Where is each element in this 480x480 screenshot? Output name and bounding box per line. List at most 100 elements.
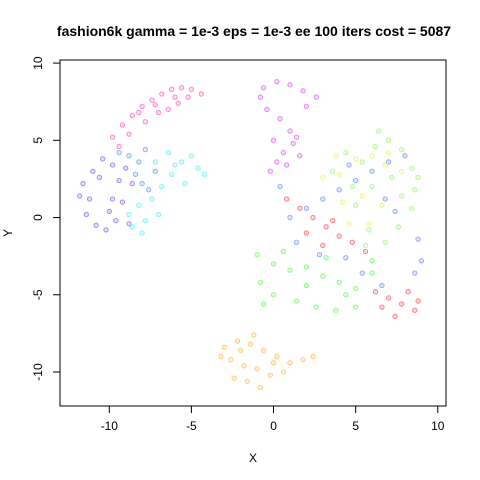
- data-point: [277, 184, 283, 190]
- y-axis: -10 -5 0 5 10: [31, 56, 60, 381]
- data-point: [418, 258, 425, 264]
- data-point: [303, 230, 310, 236]
- data-point: [139, 103, 145, 109]
- data-point: [90, 168, 96, 174]
- data-point: [415, 174, 421, 181]
- data-point: [270, 261, 277, 267]
- data-point: [142, 217, 149, 224]
- data-point: [362, 242, 369, 249]
- data-point: [175, 100, 181, 106]
- data-point: [300, 357, 306, 363]
- data-point: [300, 88, 306, 94]
- data-point: [408, 205, 415, 211]
- data-point: [274, 353, 280, 360]
- y-axis-label: Y: [1, 229, 15, 237]
- data-point: [287, 360, 293, 366]
- data-point: [372, 289, 379, 295]
- data-point: [385, 159, 392, 165]
- data-point: [399, 301, 405, 307]
- data-point: [116, 143, 122, 150]
- data-point: [412, 187, 418, 193]
- data-point: [336, 171, 342, 177]
- data-point: [244, 378, 250, 384]
- data-point: [146, 187, 152, 193]
- data-point: [379, 282, 385, 289]
- data-point: [119, 122, 126, 128]
- data-point: [165, 106, 172, 113]
- data-point: [155, 109, 162, 116]
- data-point: [320, 196, 326, 202]
- y-tick-label: 5: [31, 137, 45, 144]
- data-point: [349, 184, 356, 190]
- data-point: [139, 230, 145, 236]
- data-point: [77, 193, 83, 199]
- data-point: [251, 332, 257, 338]
- scatter-points: [77, 78, 425, 391]
- data-point: [303, 103, 310, 109]
- data-point: [80, 180, 86, 187]
- data-point: [267, 168, 273, 174]
- data-point: [399, 193, 405, 199]
- data-point: [310, 214, 316, 221]
- data-point: [323, 224, 329, 230]
- data-point: [231, 375, 237, 381]
- data-point: [129, 224, 135, 230]
- data-point: [320, 242, 326, 249]
- data-point: [254, 366, 260, 372]
- data-point: [310, 353, 316, 360]
- y-tick-label: -10: [31, 363, 45, 381]
- data-point: [136, 202, 142, 208]
- data-point: [353, 304, 359, 310]
- data-point: [172, 94, 178, 100]
- data-point: [303, 205, 310, 211]
- data-point: [159, 91, 165, 97]
- data-point: [313, 304, 319, 310]
- data-point: [109, 134, 116, 140]
- data-point: [343, 255, 349, 261]
- data-point: [152, 159, 158, 165]
- data-point: [188, 86, 195, 92]
- data-point: [109, 162, 116, 168]
- data-point: [385, 295, 392, 301]
- data-point: [353, 202, 359, 208]
- data-point: [198, 91, 204, 97]
- data-point: [247, 341, 254, 347]
- data-point: [346, 221, 352, 227]
- data-point: [103, 227, 109, 233]
- data-point: [385, 137, 392, 143]
- data-point: [132, 171, 139, 177]
- x-tick-label: 0: [270, 419, 277, 433]
- data-point: [412, 270, 418, 276]
- data-point: [277, 116, 283, 122]
- data-point: [408, 165, 415, 171]
- x-axis-label: X: [249, 451, 257, 465]
- data-point: [297, 153, 303, 159]
- chart-title: fashion6k gamma = 1e-3 eps = 1e-3 ee 100…: [57, 23, 451, 39]
- data-point: [399, 146, 405, 153]
- data-point: [353, 177, 359, 184]
- data-point: [169, 86, 175, 92]
- data-point: [254, 251, 260, 258]
- data-point: [261, 347, 267, 354]
- data-point: [172, 162, 178, 168]
- data-point: [349, 239, 356, 245]
- data-point: [336, 187, 342, 193]
- data-point: [274, 159, 280, 165]
- data-point: [126, 153, 132, 159]
- data-point: [142, 146, 149, 153]
- data-point: [313, 94, 319, 100]
- data-point: [116, 150, 122, 156]
- data-point: [320, 273, 326, 279]
- data-point: [274, 78, 280, 85]
- data-point: [353, 156, 359, 162]
- data-point: [241, 363, 247, 369]
- plot-frame: [59, 59, 447, 407]
- data-point: [257, 279, 264, 286]
- data-point: [126, 211, 132, 218]
- data-point: [83, 211, 89, 218]
- data-point: [382, 162, 388, 168]
- data-point: [412, 307, 418, 313]
- data-point: [152, 102, 158, 108]
- data-point: [369, 270, 375, 276]
